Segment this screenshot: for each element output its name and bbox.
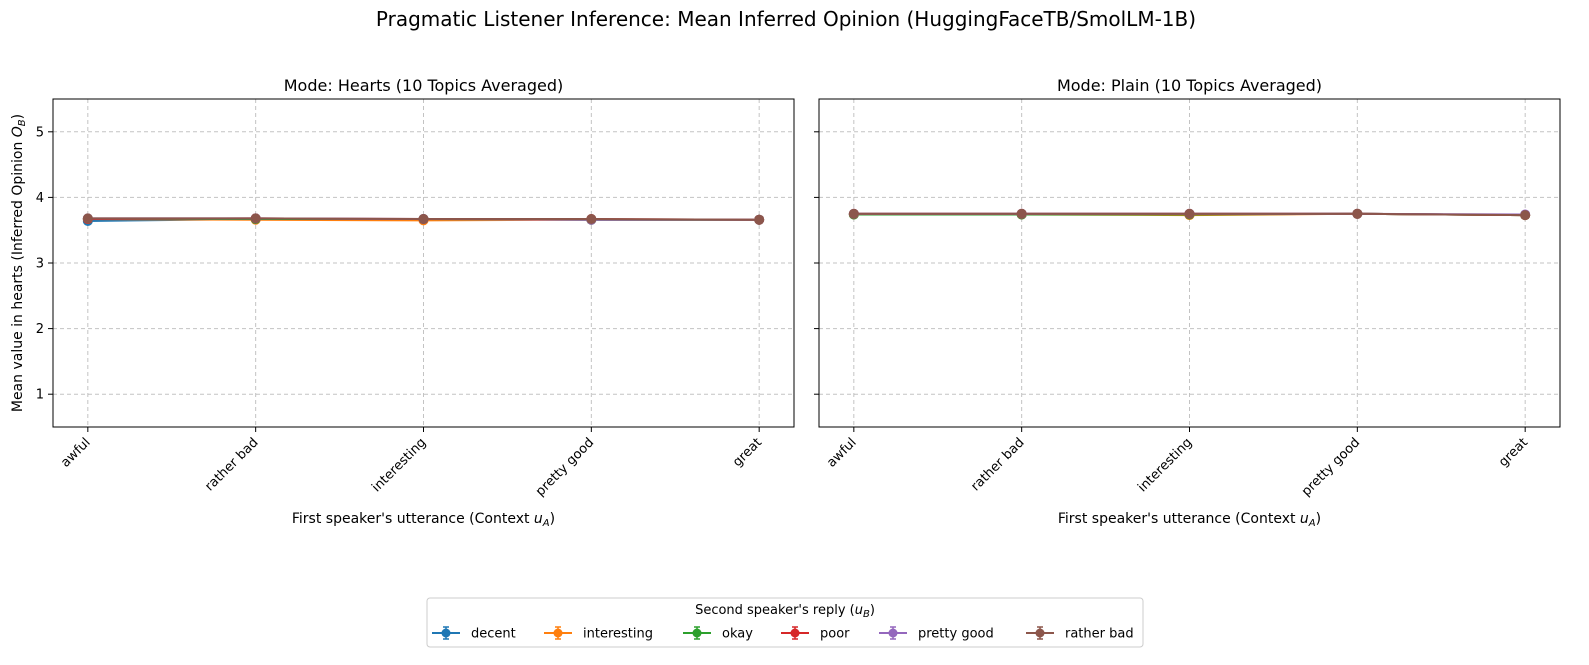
x-axis-label: First speaker's utterance (Context uA) [292, 511, 555, 529]
y-tick-label: 2 [36, 322, 44, 337]
legend-label: okay [722, 627, 753, 642]
legend: Second speaker's reply (uB) decent interes… [426, 597, 1144, 648]
data-point [1520, 210, 1531, 221]
y-tick-label: 1 [36, 388, 44, 403]
legend-label: decent [471, 627, 516, 642]
data-point [418, 214, 429, 225]
data-point [250, 213, 261, 224]
legend-box [426, 597, 1144, 648]
legend-marker [441, 628, 451, 638]
legend-item: pretty good [879, 626, 994, 642]
legend-item: okay [683, 626, 753, 642]
legend-item: interesting [544, 626, 653, 642]
y-tick-label: 5 [36, 125, 44, 140]
legend-marker [888, 628, 898, 638]
legend-label: rather bad [1065, 627, 1134, 642]
legend-marker [790, 628, 800, 638]
data-point [1016, 208, 1027, 219]
y-tick-label: 4 [36, 191, 44, 206]
x-tick-label: great [1496, 435, 1531, 470]
data-point [754, 214, 765, 225]
legend-item: poor [781, 626, 850, 642]
panel-2: awful rather bad interesting pretty good gre… [814, 76, 1561, 529]
data-point [82, 213, 93, 224]
x-tick-label: interesting [1135, 435, 1195, 495]
y-axis-label: Mean value in hearts (Inferred Opinion O… [10, 114, 28, 412]
legend-marker [692, 628, 702, 638]
legend-label: poor [820, 627, 850, 642]
data-point [848, 208, 859, 219]
legend-marker [1035, 628, 1045, 638]
x-tick-label: pretty good [1299, 435, 1363, 499]
x-axis-label: First speaker's utterance (Context uA) [1058, 511, 1321, 529]
panel-title: Mode: Plain (10 Topics Averaged) [1057, 76, 1322, 95]
x-tick-label: rather bad [968, 435, 1027, 494]
x-tick-label: interesting [369, 435, 429, 495]
panel-title: Mode: Hearts (10 Topics Averaged) [284, 76, 563, 95]
data-point [1184, 208, 1195, 219]
x-tick-label: awful [824, 435, 859, 470]
x-tick-label: great [730, 435, 765, 470]
data-point [1352, 208, 1363, 219]
legend-item: decent [432, 626, 516, 642]
legend-title: Second speaker's reply (uB) [695, 603, 875, 620]
data-point [586, 214, 597, 225]
x-tick-label: rather bad [202, 435, 261, 494]
panel-1: awful rather bad interesting pretty good gre… [10, 76, 795, 529]
legend-marker [553, 628, 563, 638]
y-tick-label: 3 [36, 257, 44, 272]
legend-label: interesting [583, 627, 653, 642]
x-tick-label: awful [58, 435, 93, 470]
x-tick-label: pretty good [533, 435, 597, 499]
legend-label: pretty good [918, 627, 994, 642]
figure-title: Pragmatic Listener Inference: Mean Infer… [376, 7, 1196, 31]
legend-item: rather bad [1026, 626, 1134, 642]
